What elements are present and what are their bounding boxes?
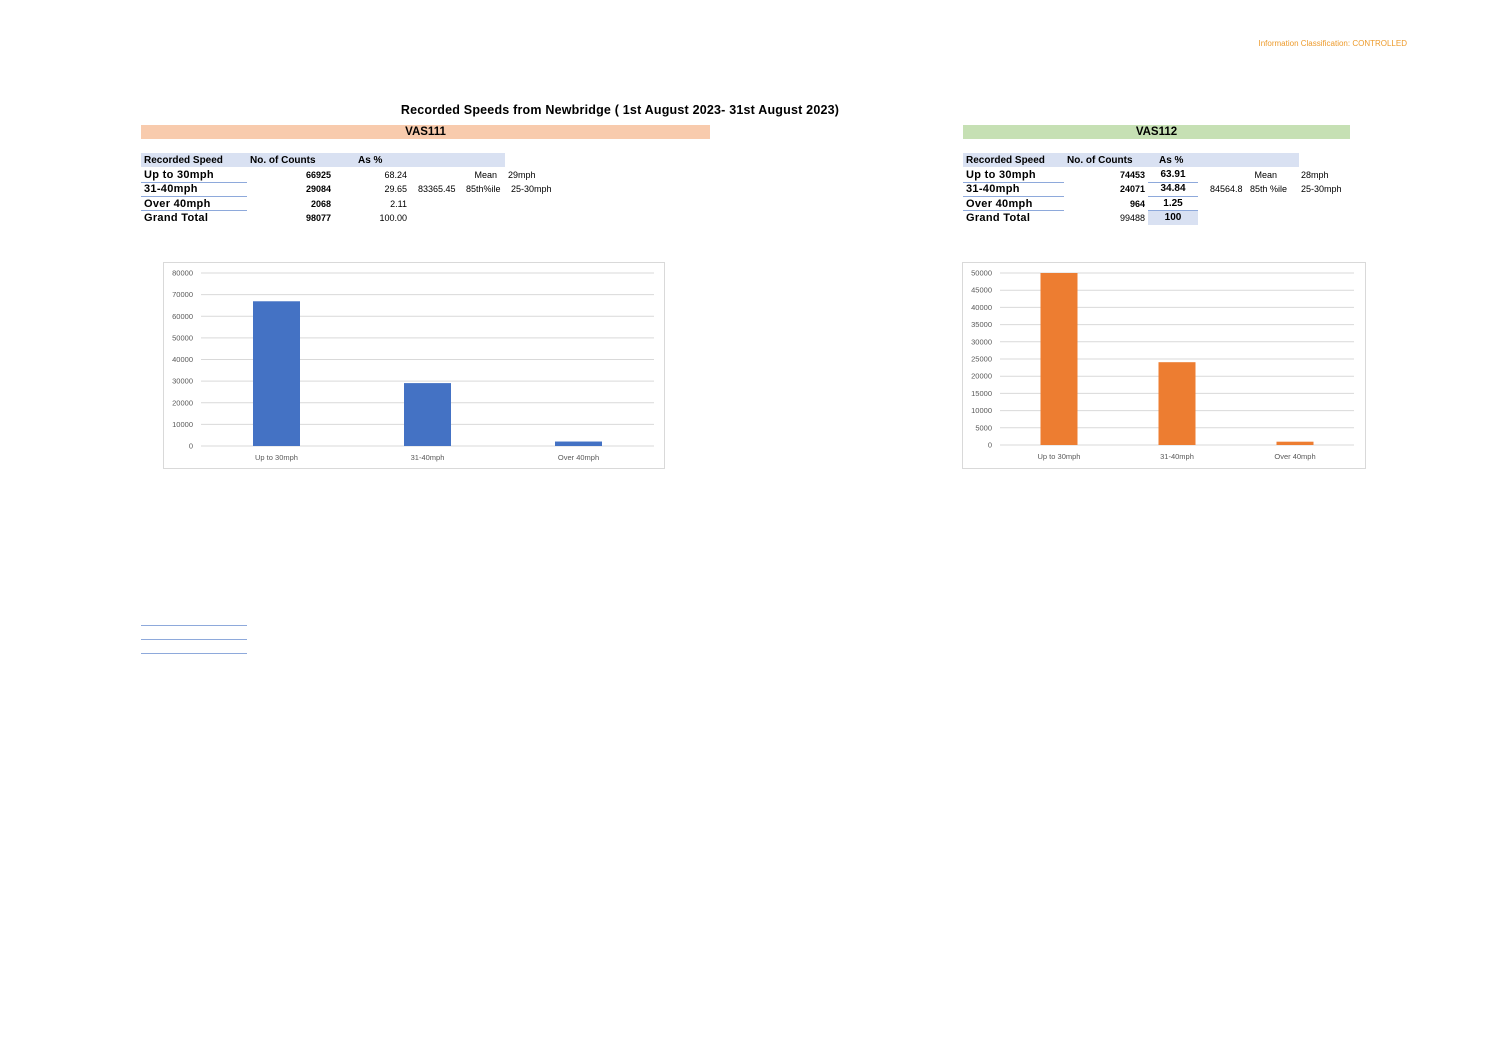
y-tick-label: 80000 [172, 269, 193, 278]
divider-line [141, 625, 247, 626]
row-count: 24071 [1119, 184, 1145, 194]
row-percent: 63.91 [1160, 169, 1186, 180]
mean-value: 28mph [1301, 170, 1329, 180]
header-as-percent: As % [358, 155, 383, 166]
x-tick-label: Up to 30mph [255, 453, 298, 462]
x-tick-label: 31-40mph [1160, 452, 1194, 461]
header-recorded-speed: Recorded Speed [144, 155, 223, 166]
mean-value: 29mph [508, 170, 536, 180]
row-label: Over 40mph [144, 198, 211, 210]
y-tick-label: 15000 [971, 389, 992, 398]
row-label: 31-40mph [966, 183, 1020, 195]
row-label: Up to 30mph [144, 169, 214, 181]
header-no-of-counts: No. of Counts [250, 155, 316, 166]
row-count: 74453 [1119, 170, 1145, 180]
stat-extra-value: 83365.45 [418, 184, 456, 194]
y-tick-label: 10000 [971, 406, 992, 415]
grand-total-count: 99488 [1119, 213, 1145, 223]
x-tick-label: Up to 30mph [1038, 452, 1081, 461]
header-recorded-speed: Recorded Speed [966, 155, 1045, 166]
vas112-chart: 0 5000 10000 15000 20000 25000 30000 35000 40000… [962, 262, 1366, 469]
row-count: 29084 [305, 184, 331, 194]
row-percent: 29.65 [384, 184, 407, 194]
grand-total-count: 98077 [305, 213, 331, 223]
header-no-of-counts: No. of Counts [1067, 155, 1133, 166]
row-label: 31-40mph [144, 183, 198, 195]
row-count: 2068 [310, 199, 331, 209]
vas111-chart: 0 10000 20000 30000 40000 50000 60000 70000 8000… [163, 262, 665, 469]
mean-label: Mean [1254, 170, 1277, 180]
y-tick-label: 25000 [971, 355, 992, 364]
row-label: Up to 30mph [966, 169, 1036, 181]
y-tick-label: 70000 [172, 290, 193, 299]
y-tick-label: 40000 [172, 355, 193, 364]
bar-0 [1040, 273, 1078, 445]
vas112-bar-chart: 0 5000 10000 15000 20000 25000 30000 35000 40000… [971, 269, 1354, 461]
header-as-percent: As % [1159, 155, 1184, 166]
bar-1 [404, 383, 451, 446]
row-percent: 68.24 [384, 170, 407, 180]
row-percent: 2.11 [390, 199, 407, 209]
y-tick-label: 45000 [971, 286, 992, 295]
p85-value: 25-30mph [1301, 184, 1342, 194]
bar-2 [1276, 441, 1314, 445]
p85-label: 85th %ile [1250, 184, 1288, 194]
p85-value: 25-30mph [511, 184, 552, 194]
bar-2 [555, 441, 602, 446]
y-tick-label: 30000 [971, 337, 992, 346]
row-count: 964 [1129, 199, 1145, 209]
y-tick-label: 50000 [172, 333, 193, 342]
bar-1 [1158, 362, 1196, 445]
y-tick-label: 0 [988, 441, 992, 450]
y-tick-label: 0 [189, 442, 193, 451]
grand-total-label: Grand Total [966, 212, 1031, 224]
p85-label: 85th%ile [466, 184, 501, 194]
vas112-band: VAS112 [963, 125, 1350, 139]
row-percent: 34.84 [1160, 183, 1186, 194]
stat-extra-value: 84564.8 [1210, 184, 1243, 194]
row-percent: 1.25 [1163, 198, 1183, 209]
table-header-bar [963, 153, 1299, 167]
bar-0 [253, 301, 300, 446]
y-tick-label: 50000 [971, 269, 992, 278]
y-tick-label: 30000 [172, 377, 193, 386]
divider-line [141, 639, 247, 640]
row-count: 66925 [305, 170, 331, 180]
y-tick-label: 5000 [975, 423, 992, 432]
y-tick-label: 40000 [971, 303, 992, 312]
grand-total-label: Grand Total [144, 212, 209, 224]
x-tick-label: 31-40mph [411, 453, 445, 462]
vas111-bar-chart: 0 10000 20000 30000 40000 50000 60000 70000 8000… [172, 269, 654, 462]
vas111-band: VAS111 [141, 125, 710, 139]
x-tick-label: Over 40mph [558, 453, 599, 462]
y-tick-label: 10000 [172, 420, 193, 429]
table-header-bar [141, 153, 505, 167]
row-label: Over 40mph [966, 198, 1033, 210]
classification-label: Information Classification: CONTROLLED [1258, 39, 1408, 48]
y-tick-label: 20000 [172, 398, 193, 407]
x-tick-label: Over 40mph [1274, 452, 1315, 461]
y-tick-label: 35000 [971, 320, 992, 329]
report-title: Recorded Speeds from Newbridge ( 1st Aug… [400, 103, 840, 117]
divider-line [141, 653, 247, 654]
grand-total-percent: 100 [1164, 212, 1182, 223]
mean-label: Mean [474, 170, 497, 180]
y-tick-label: 20000 [971, 372, 992, 381]
grand-total-percent: 100.00 [379, 213, 407, 223]
y-tick-label: 60000 [172, 312, 193, 321]
